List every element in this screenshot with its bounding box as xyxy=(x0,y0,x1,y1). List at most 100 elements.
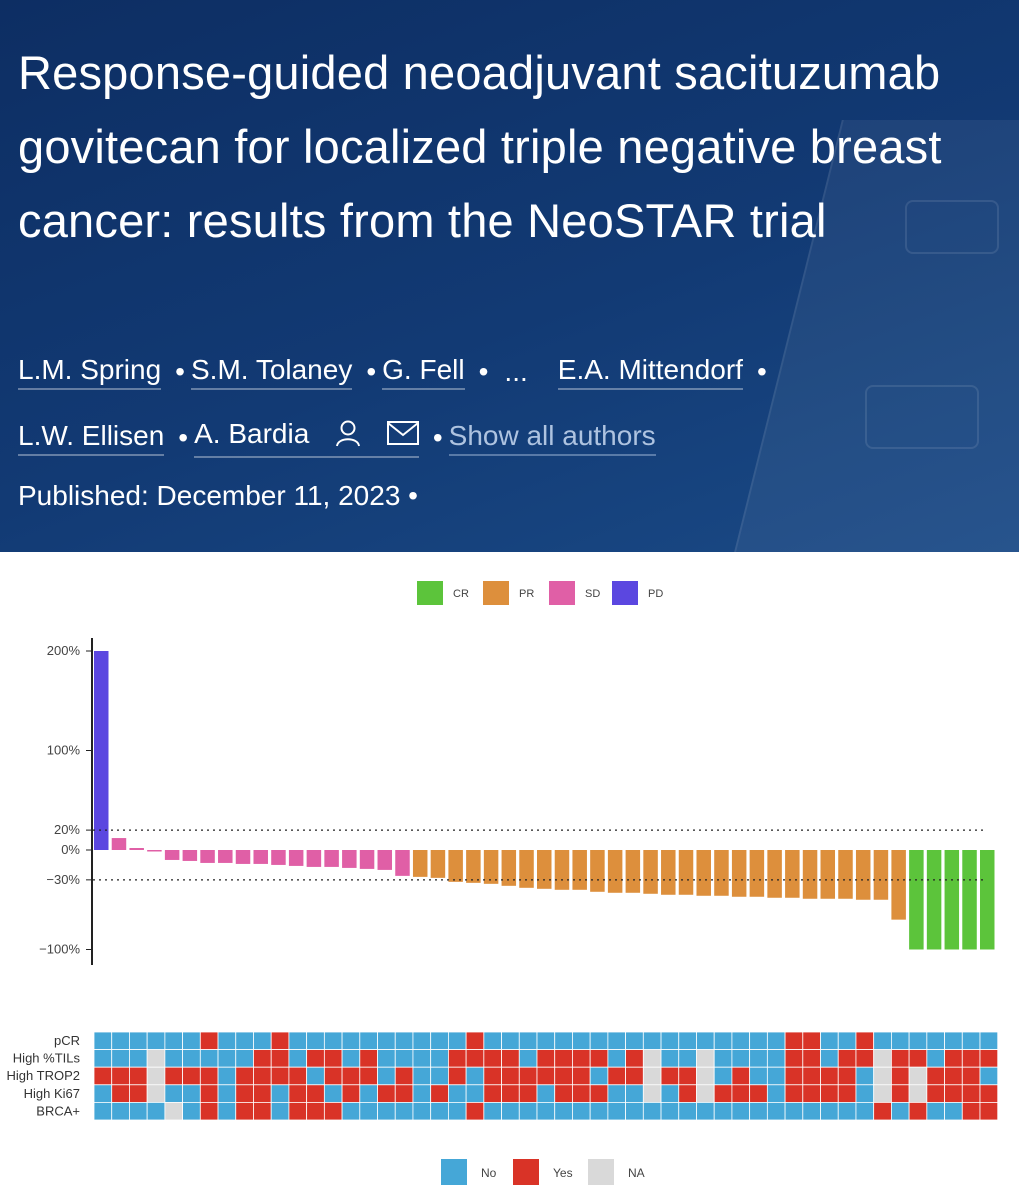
waterfall-bar xyxy=(519,850,534,888)
heatmap-cell xyxy=(642,1102,662,1121)
waterfall-bar xyxy=(643,850,658,894)
corresponding-author-link[interactable]: A. Bardia xyxy=(194,418,419,458)
heatmap-cell xyxy=(820,1066,839,1086)
heatmap-cell xyxy=(146,1049,166,1068)
heatmap-cell xyxy=(129,1084,148,1103)
waterfall-bar xyxy=(855,850,871,900)
heatmap-cell xyxy=(589,1066,609,1086)
waterfall-bar xyxy=(129,848,144,850)
heatmap-cell xyxy=(766,1031,786,1051)
heatmap-cell xyxy=(270,1066,290,1086)
waterfall-bar xyxy=(661,850,676,895)
y-tick-label: 20% xyxy=(54,822,80,837)
heatmap-cell xyxy=(749,1102,768,1121)
author-link[interactable]: G. Fell xyxy=(382,354,465,390)
author-name: A. Bardia xyxy=(194,418,310,450)
heatmap-row-label: pCR xyxy=(54,1033,80,1048)
heatmap-cell xyxy=(607,1102,627,1121)
heatmap-cell xyxy=(217,1084,237,1103)
waterfall-bar xyxy=(412,850,428,877)
waterfall-bar xyxy=(253,850,268,864)
author-separator: • xyxy=(756,356,767,387)
heatmap-cell xyxy=(447,1066,467,1086)
heatmap-cell xyxy=(837,1084,857,1103)
heatmap-cell xyxy=(784,1102,804,1121)
heatmap-cell xyxy=(660,1084,680,1103)
waterfall-bar xyxy=(537,850,552,889)
heatmap-cell xyxy=(447,1031,467,1051)
heatmap-cell xyxy=(341,1066,361,1086)
hidden-authors-ellipsis: ... xyxy=(504,356,528,387)
heatmap-cell xyxy=(678,1049,697,1068)
heatmap-cell xyxy=(412,1084,432,1103)
heatmap-cell xyxy=(323,1066,343,1086)
author-separator: • xyxy=(175,356,185,387)
heatmap-cell xyxy=(554,1102,573,1121)
author-list: L.M. Spring • S.M. Tolaney • G. Fell • .… xyxy=(18,350,918,460)
heatmap-cell xyxy=(377,1066,396,1086)
heatmap-cell xyxy=(129,1102,148,1121)
heatmap-cell xyxy=(731,1084,751,1103)
waterfall-bar xyxy=(271,850,286,865)
heatmap-cell xyxy=(625,1031,644,1051)
heatmap-cell xyxy=(642,1066,662,1086)
legend-label-no: No xyxy=(481,1166,497,1180)
heatmap-cell xyxy=(961,1102,981,1121)
author-link[interactable]: S.M. Tolaney xyxy=(190,354,353,390)
waterfall-bar xyxy=(891,850,906,920)
heatmap-cell xyxy=(111,1066,130,1086)
heatmap-cell xyxy=(607,1031,627,1051)
author-link[interactable]: E.A. Mittendorf xyxy=(557,354,743,390)
heatmap-cell xyxy=(430,1031,449,1051)
heatmap-cell xyxy=(430,1049,449,1068)
heatmap-cell xyxy=(625,1049,644,1068)
waterfall-bar xyxy=(324,850,339,867)
waterfall-bar xyxy=(607,850,623,893)
heatmap-row-label: High TROP2 xyxy=(7,1068,80,1083)
heatmap-cell xyxy=(625,1066,644,1086)
heatmap-cell xyxy=(359,1084,378,1103)
heatmap-cell xyxy=(713,1102,733,1121)
heatmap-cell xyxy=(111,1049,130,1068)
waterfall-bar xyxy=(288,850,304,866)
heatmap-cell xyxy=(394,1102,414,1121)
email-icon[interactable] xyxy=(386,420,419,452)
legend-label-yes: Yes xyxy=(553,1166,573,1180)
heatmap-cell xyxy=(678,1031,697,1051)
heatmap-cell xyxy=(766,1084,786,1103)
author-link[interactable]: L.W. Ellisen xyxy=(18,420,165,456)
heatmap-cell xyxy=(837,1066,857,1086)
heatmap-row-label: High %TILs xyxy=(13,1051,81,1066)
heatmap-cell xyxy=(430,1084,449,1103)
heatmap-cell xyxy=(182,1066,201,1086)
heatmap-cell xyxy=(306,1084,325,1103)
heatmap-cell xyxy=(518,1049,538,1068)
legend-swatch-no xyxy=(441,1159,467,1185)
heatmap-cell xyxy=(146,1084,166,1103)
heatmap-cell xyxy=(873,1066,892,1086)
heatmap-cell xyxy=(323,1049,343,1068)
heatmap-cell xyxy=(536,1049,556,1068)
author-separator: • xyxy=(478,356,489,387)
author-link[interactable]: L.M. Spring xyxy=(18,354,162,390)
heatmap-cell xyxy=(394,1049,414,1068)
heatmap-cell xyxy=(483,1066,502,1086)
legend-label-cr: CR xyxy=(453,588,469,600)
legend-label-sd: SD xyxy=(585,588,600,600)
heatmap-cell xyxy=(536,1102,556,1121)
waterfall-bar xyxy=(359,850,375,869)
show-all-authors-link[interactable]: Show all authors xyxy=(448,420,656,456)
waterfall-bar xyxy=(909,850,924,950)
waterfall-chart: CR PR SD PD 200% 100% 20% 0% −30% −100% pCR High %T… xyxy=(7,581,999,1185)
heatmap-cell xyxy=(891,1066,910,1086)
waterfall-bar xyxy=(430,850,446,878)
heatmap-cell xyxy=(447,1084,467,1103)
heatmap-cell xyxy=(483,1102,502,1121)
heatmap-cell xyxy=(873,1084,892,1103)
waterfall-bar xyxy=(572,850,587,890)
waterfall-bar xyxy=(980,850,995,950)
heatmap-cell xyxy=(678,1084,697,1103)
heatmap-cell xyxy=(625,1084,644,1103)
heatmap-cell xyxy=(642,1031,662,1051)
y-tick-label: 100% xyxy=(47,743,81,758)
